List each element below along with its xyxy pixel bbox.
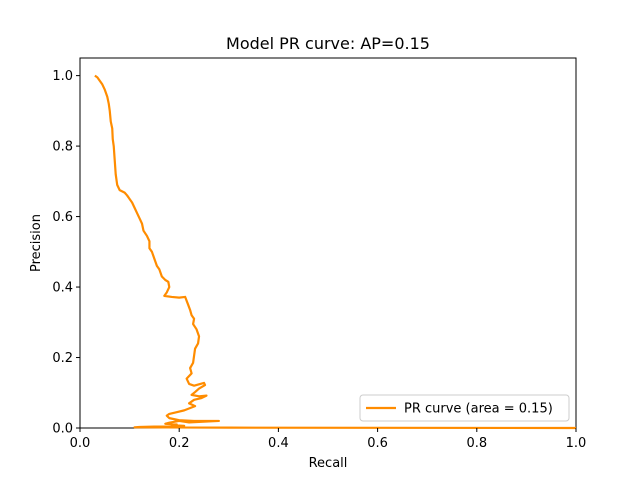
x-axis-label: Recall [309, 456, 348, 471]
legend-label-pr-curve: PR curve (area = 0.15) [404, 402, 553, 417]
x-tick-label: 0.2 [169, 436, 190, 451]
legend: PR curve (area = 0.15) [359, 394, 570, 422]
x-tick-label: 0.4 [268, 436, 289, 451]
y-axis: 0.0 0.2 0.4 0.6 0.8 1.0 [52, 69, 80, 437]
y-tick-label: 0.2 [52, 351, 73, 366]
x-tick-label: 0.6 [367, 436, 388, 451]
x-tick-label: 0.0 [70, 436, 91, 451]
y-axis-label: Precision [29, 214, 44, 272]
x-axis: 0.0 0.2 0.4 0.6 0.8 1.0 [70, 428, 587, 451]
x-tick-label: 1.0 [566, 436, 587, 451]
pr-curve-series [94, 74, 577, 430]
x-tick-label: 0.8 [466, 436, 487, 451]
pr-curve-line [94, 74, 577, 430]
y-tick-label: 0.0 [52, 422, 73, 437]
legend-box [359, 394, 570, 422]
y-tick-label: 0.8 [52, 140, 73, 155]
y-tick-label: 0.4 [52, 281, 73, 296]
chart-title: Model PR curve: AP=0.15 [226, 34, 430, 53]
y-tick-label: 0.6 [52, 210, 73, 225]
y-tick-label: 1.0 [52, 69, 73, 84]
